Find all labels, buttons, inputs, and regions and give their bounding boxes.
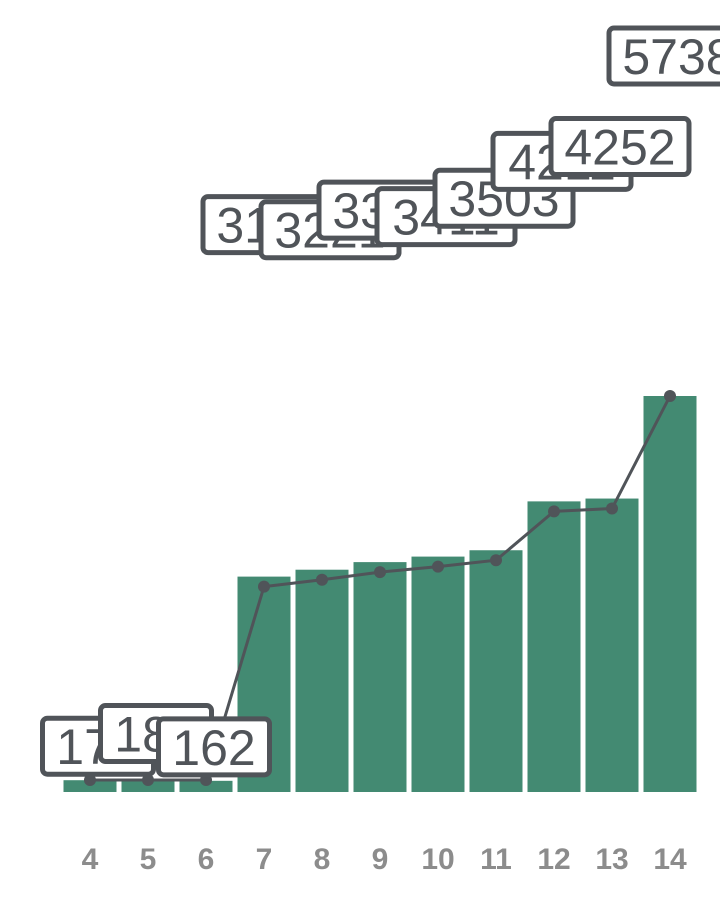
trend-line-group	[84, 390, 676, 786]
x-tick-8: 8	[314, 843, 331, 876]
bars-group	[63, 396, 697, 792]
bar-10	[411, 556, 465, 792]
x-tick-5: 5	[140, 843, 157, 876]
data-label-13: 4252	[548, 116, 692, 178]
data-labels-group: 1711811623121322133313411350342114252573…	[40, 25, 720, 778]
data-label-box	[548, 116, 692, 178]
x-tick-9: 9	[372, 843, 389, 876]
line-point-4	[84, 774, 96, 786]
x-axis-ticks: 4 5 6 7 8 9 10 11 12 13 14	[82, 843, 687, 876]
data-label-6: 162	[156, 716, 272, 778]
line-point-13	[606, 502, 618, 515]
data-label-text: 5738	[622, 29, 720, 85]
data-label-text: 4252	[564, 120, 675, 176]
x-tick-11: 11	[480, 843, 512, 876]
bar-9	[353, 562, 407, 792]
bar-8	[295, 569, 349, 792]
bar-4	[63, 780, 117, 792]
data-label-box	[606, 25, 720, 87]
x-tick-12: 12	[537, 843, 570, 876]
x-tick-7: 7	[256, 843, 273, 876]
x-tick-13: 13	[595, 843, 628, 876]
bar-6	[179, 780, 233, 792]
x-tick-6: 6	[198, 843, 215, 876]
x-tick-4: 4	[82, 843, 99, 876]
line-point-7	[258, 580, 270, 593]
bar-14	[643, 396, 697, 792]
line-point-14	[664, 390, 676, 402]
bar-12	[527, 501, 581, 792]
data-label-14: 5738	[606, 25, 720, 87]
line-point-8	[316, 573, 328, 586]
line-point-10	[432, 560, 444, 573]
x-tick-10: 10	[421, 843, 454, 876]
bar-13	[585, 498, 639, 792]
line-point-11	[490, 554, 502, 567]
line-point-12	[548, 505, 560, 518]
x-tick-14: 14	[653, 843, 687, 876]
line-point-9	[374, 566, 386, 579]
data-label-box	[156, 716, 272, 778]
line-point-5	[142, 774, 154, 786]
data-label-text: 162	[172, 720, 255, 776]
bar-11	[469, 550, 523, 792]
